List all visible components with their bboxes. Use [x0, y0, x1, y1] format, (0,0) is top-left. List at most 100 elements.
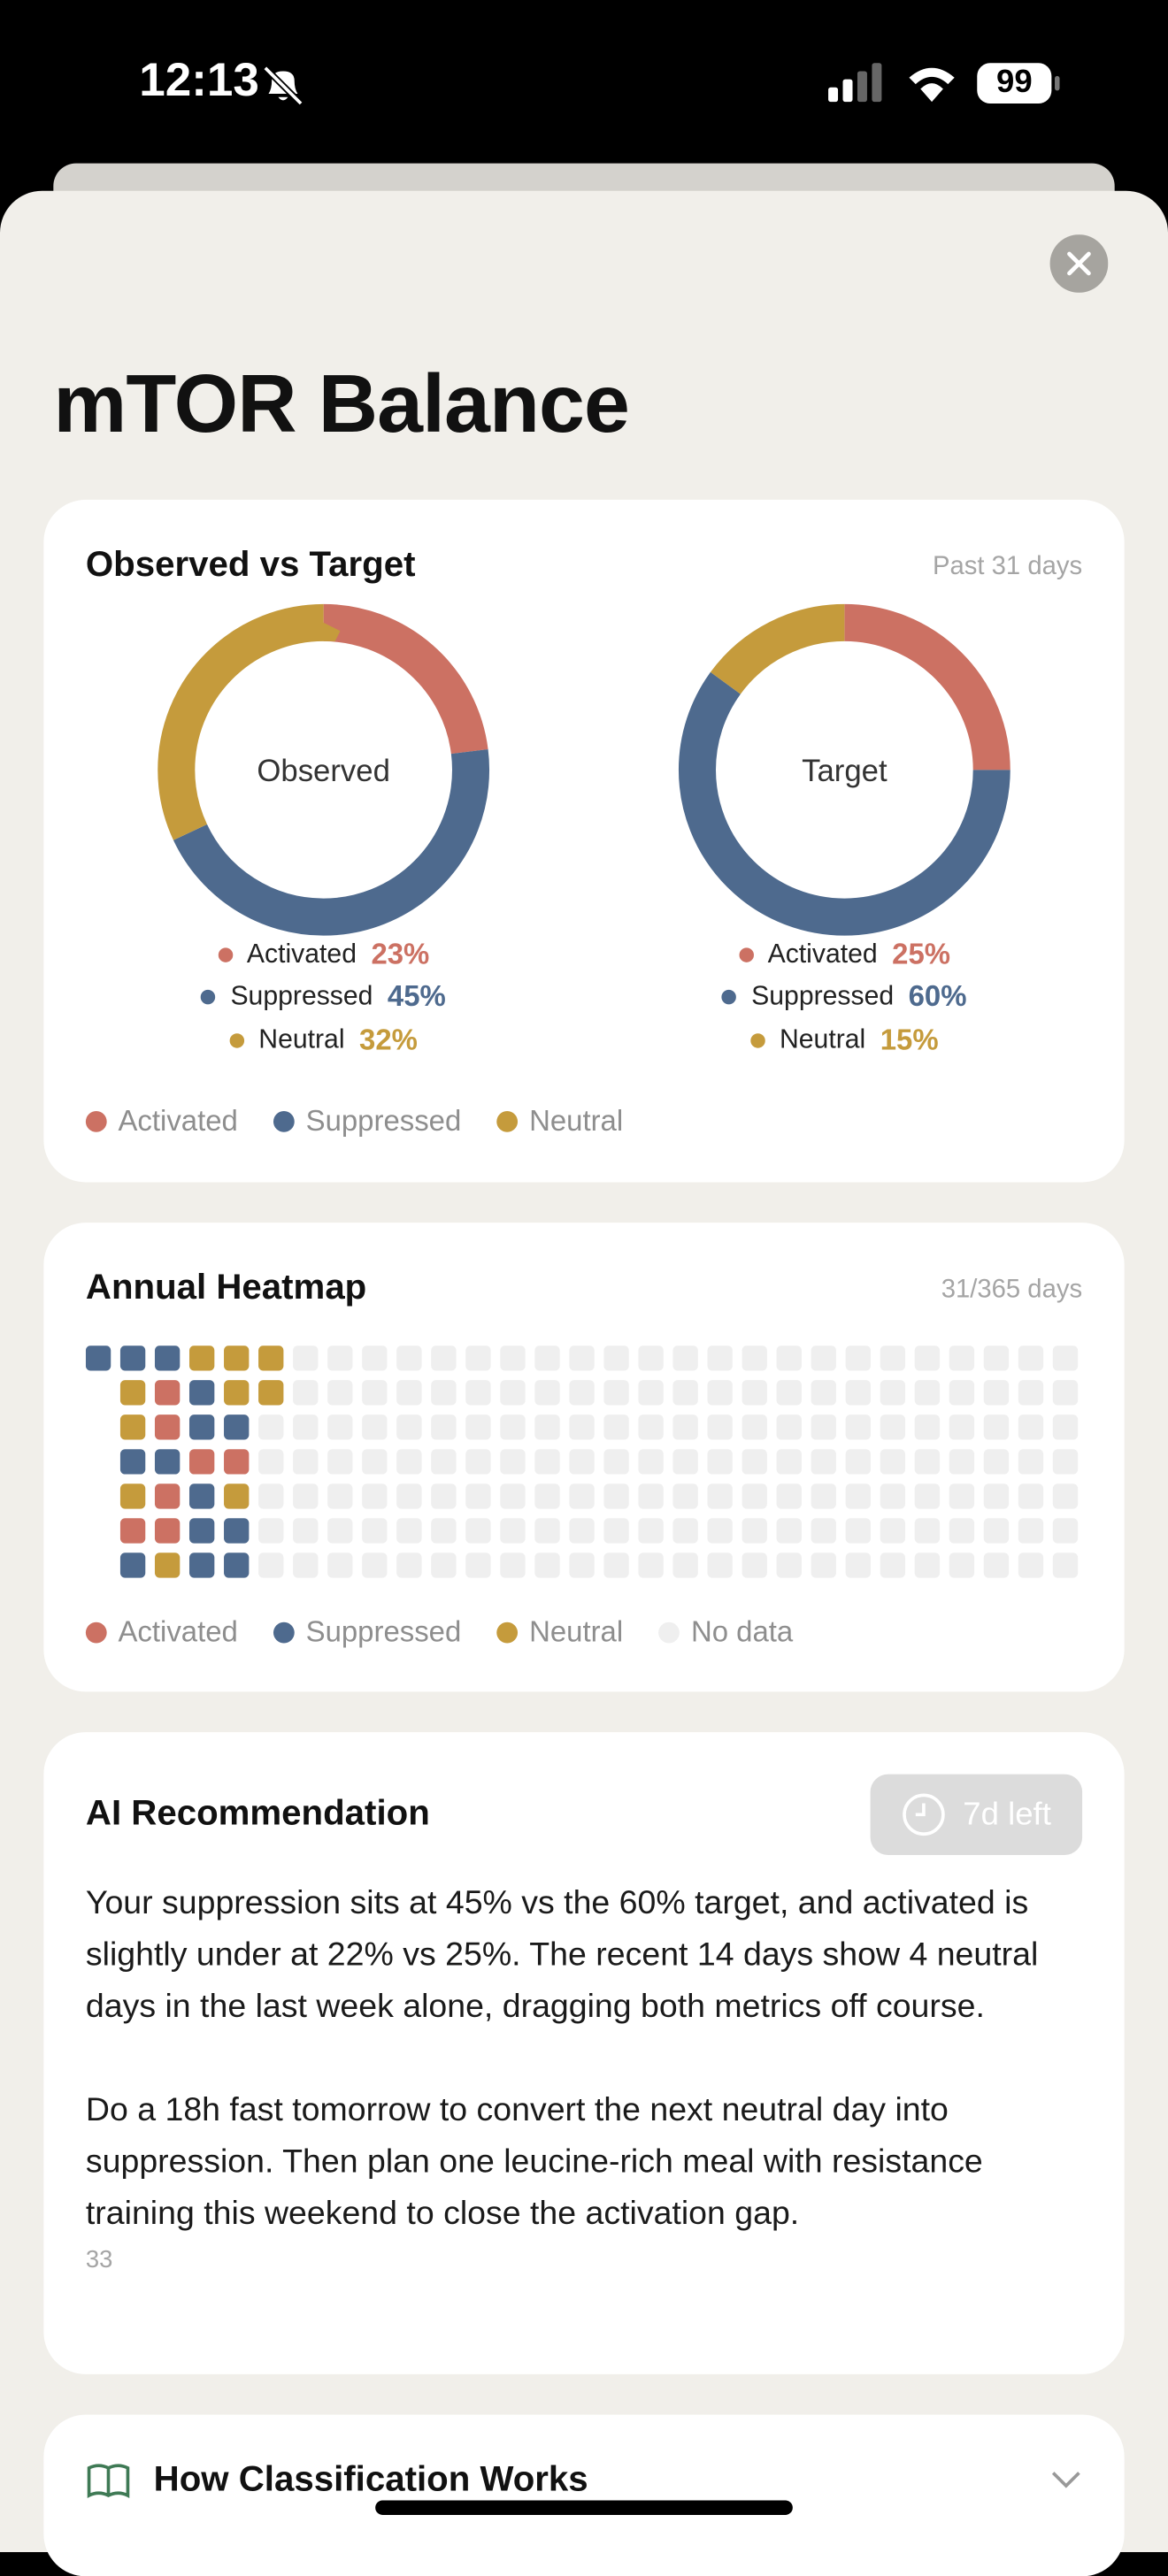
empty-cell	[603, 1484, 629, 1509]
empty-cell	[534, 1346, 560, 1371]
empty-cell	[742, 1380, 767, 1406]
legend-item: Neutral	[496, 1105, 623, 1138]
legend-name: Neutral	[258, 1024, 345, 1054]
empty-cell	[811, 1484, 836, 1509]
empty-cell	[500, 1518, 526, 1544]
close-button[interactable]	[1049, 234, 1109, 293]
legend: Activated Suppressed Neutral No data	[85, 1615, 793, 1649]
empty-cell	[983, 1414, 1010, 1440]
empty-cell	[811, 1414, 836, 1440]
legend-name: Activated	[246, 939, 357, 969]
legend-label: Activated	[118, 1615, 238, 1648]
empty-cell	[983, 1449, 1010, 1475]
empty-cell	[293, 1484, 319, 1509]
donut-legend-row: Suppressed 60%	[634, 976, 1055, 1018]
legend-value: 60%	[908, 980, 967, 1013]
empty-cell	[293, 1552, 319, 1578]
empty-cell	[362, 1449, 388, 1475]
day-cell	[154, 1484, 181, 1509]
donut-legend-row: Neutral 15%	[634, 1019, 1055, 1062]
legend-item: Activated	[85, 1615, 238, 1649]
day-cell	[188, 1518, 215, 1544]
legend-dot	[273, 1111, 295, 1132]
paragraph: Your suppression sits at 45% vs the 60% …	[85, 1883, 1039, 2025]
empty-cell	[707, 1449, 733, 1475]
day-cell	[188, 1346, 215, 1371]
day-cell	[224, 1484, 250, 1509]
empty-cell	[707, 1414, 733, 1440]
empty-cell	[914, 1518, 941, 1544]
card-title: How Classification Works	[153, 2457, 588, 2499]
empty-cell	[914, 1380, 941, 1406]
day-cell	[188, 1449, 215, 1475]
empty-cell	[949, 1346, 975, 1371]
empty-cell	[258, 1484, 284, 1509]
card-range: Past 31 days	[932, 553, 1083, 581]
empty-cell	[396, 1449, 422, 1475]
empty-cell	[569, 1346, 595, 1371]
empty-cell	[1052, 1484, 1079, 1509]
empty-cell	[776, 1449, 802, 1475]
empty-cell	[258, 1449, 284, 1475]
info-card[interactable]: How Classification Works	[43, 2414, 1125, 2576]
empty-cell	[983, 1518, 1010, 1544]
day-count: 31/365 days	[941, 1276, 1083, 1304]
empty-cell	[742, 1518, 767, 1544]
empty-cell	[396, 1552, 422, 1578]
legend-dot	[85, 1111, 107, 1132]
empty-cell	[707, 1346, 733, 1371]
empty-cell	[638, 1552, 664, 1578]
empty-cell	[534, 1552, 560, 1578]
empty-cell	[776, 1484, 802, 1509]
empty-cell	[776, 1414, 802, 1440]
empty-cell	[672, 1346, 698, 1371]
empty-cell	[603, 1518, 629, 1544]
empty-cell	[327, 1346, 353, 1371]
legend-dot	[738, 947, 754, 962]
empty-cell	[362, 1518, 388, 1544]
empty-cell	[293, 1380, 319, 1406]
day-cell	[119, 1449, 146, 1475]
empty-cell	[362, 1346, 388, 1371]
empty-cell	[914, 1552, 941, 1578]
legend-value: 15%	[880, 1023, 939, 1056]
empty-cell	[776, 1518, 802, 1544]
donut-charts: Observed Target	[158, 603, 1010, 936]
empty-cell	[293, 1414, 319, 1440]
empty-cell	[569, 1484, 595, 1509]
day-cell	[188, 1380, 215, 1406]
day-cell	[224, 1346, 250, 1371]
legend-dot	[750, 1032, 765, 1048]
empty-cell	[845, 1552, 871, 1578]
empty-cell	[603, 1346, 629, 1371]
empty-cell	[258, 1552, 284, 1578]
empty-cell	[1018, 1449, 1044, 1475]
empty-cell	[672, 1518, 698, 1544]
day-cell	[154, 1449, 181, 1475]
legend-name: Suppressed	[751, 982, 895, 1012]
empty-cell	[707, 1380, 733, 1406]
book-icon	[87, 2464, 130, 2498]
empty-cell	[396, 1518, 422, 1544]
empty-cell	[293, 1518, 319, 1544]
day-cell	[119, 1346, 146, 1371]
day-cell	[188, 1414, 215, 1440]
empty-cell	[1018, 1380, 1044, 1406]
time-badge[interactable]: 7d left	[870, 1774, 1083, 1856]
legend-value: 45%	[387, 980, 446, 1013]
empty-cell	[1052, 1449, 1079, 1475]
empty-cell	[1052, 1346, 1079, 1371]
empty-cell	[776, 1552, 802, 1578]
empty-cell	[845, 1518, 871, 1544]
empty-cell	[983, 1380, 1010, 1406]
empty-cell	[465, 1380, 491, 1406]
legend-item: Suppressed	[273, 1105, 461, 1138]
empty-cell	[569, 1552, 595, 1578]
legend-label: Suppressed	[305, 1615, 462, 1648]
empty-cell	[707, 1552, 733, 1578]
empty-cell	[431, 1346, 457, 1371]
empty-cell	[1052, 1414, 1079, 1440]
legend-label: Activated	[118, 1104, 238, 1138]
empty-cell	[431, 1484, 457, 1509]
empty-cell	[396, 1414, 422, 1440]
